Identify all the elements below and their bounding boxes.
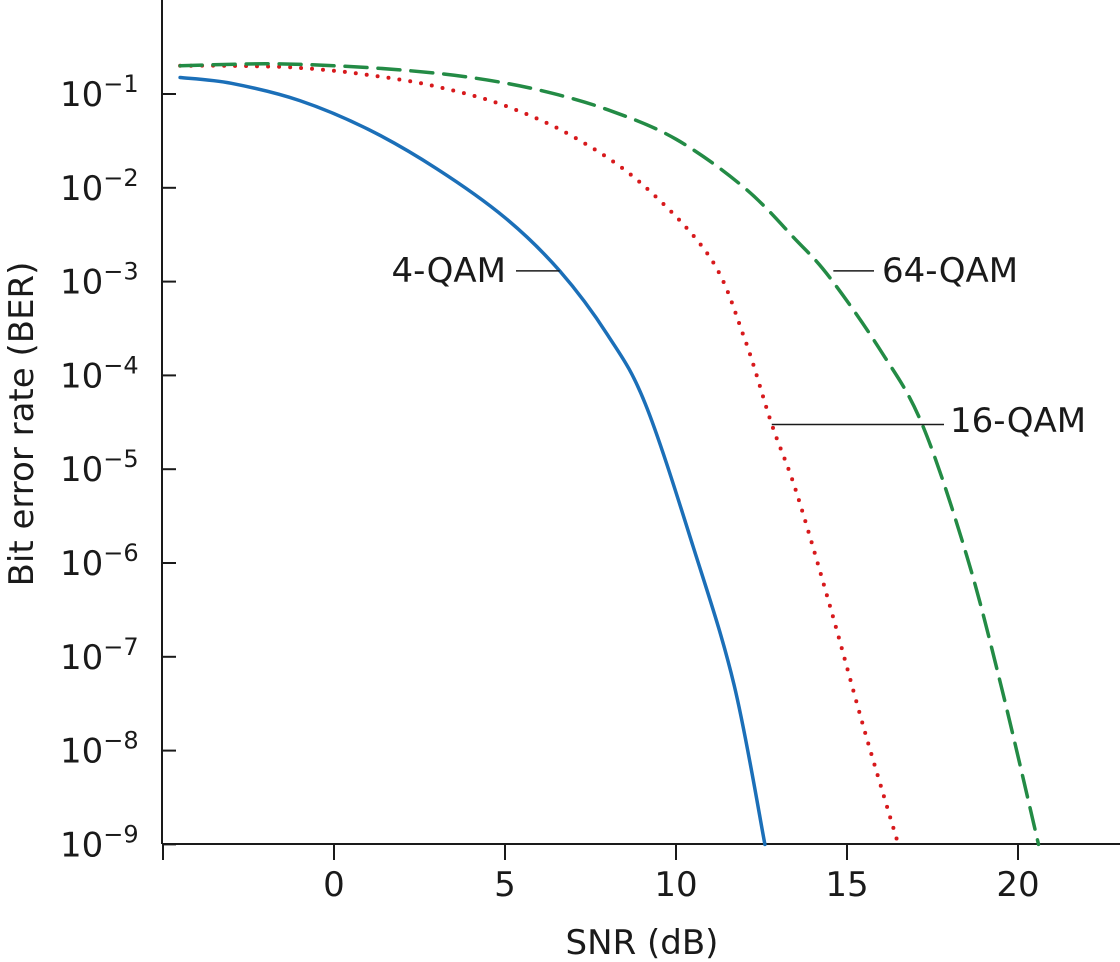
x-axis-label: SNR (dB) [566, 923, 719, 962]
curve-label-64-qam: 64-QAM [882, 251, 1018, 291]
y-tick-label: 10−7 [60, 633, 139, 678]
y-tick-label: 10−3 [60, 258, 139, 303]
y-tick-label: 10−2 [60, 164, 139, 209]
x-tick-label: 0 [323, 865, 345, 905]
series-line-64-qam [178, 62, 1041, 847]
series-line-16-qam [178, 63, 901, 847]
y-tick-label: 10−5 [60, 445, 139, 490]
axes: 0 5 10 15 20 10−1 10−2 10−3 10−4 10−5 10−6 10−7 10−8… [60, 0, 1120, 905]
curve-labels: 4-QAM 16-QAM 64-QAM [391, 251, 1086, 441]
y-tick-label: 10−6 [60, 539, 139, 584]
y-tick-label: 10−4 [60, 351, 139, 396]
y-tick-label: 10−8 [60, 727, 139, 772]
curve-label-4-qam: 4-QAM [391, 251, 506, 291]
y-axis-label: Bit error rate (BER) [2, 262, 42, 587]
y-tick-label: 10−1 [60, 70, 139, 115]
curves [178, 62, 1041, 847]
curve-label-16-qam: 16-QAM [950, 401, 1086, 441]
y-tick-label: 10−9 [60, 820, 139, 865]
x-tick-label: 10 [654, 865, 697, 905]
x-tick-label: 20 [996, 865, 1039, 905]
x-tick-label: 5 [494, 865, 516, 905]
series-line-4-qam [178, 75, 767, 847]
x-tick-label: 15 [825, 865, 868, 905]
